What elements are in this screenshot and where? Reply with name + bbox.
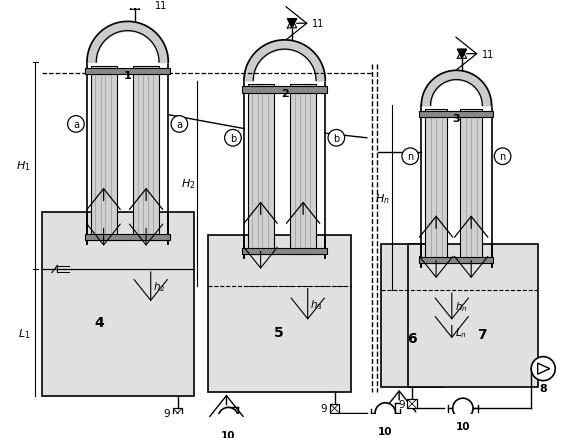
Text: n: n	[407, 152, 413, 162]
Polygon shape	[131, 1, 139, 11]
Text: $h_3$: $h_3$	[310, 297, 323, 311]
Circle shape	[225, 130, 241, 147]
Text: b: b	[333, 134, 339, 143]
Text: 1: 1	[123, 71, 132, 81]
Text: 9: 9	[163, 408, 170, 418]
Text: 5: 5	[274, 325, 284, 339]
Circle shape	[495, 148, 511, 165]
Text: n: n	[499, 152, 506, 162]
Bar	[173, 408, 182, 418]
Circle shape	[531, 357, 555, 381]
Text: b: b	[230, 134, 236, 143]
Bar	[242, 248, 327, 254]
Bar	[290, 85, 316, 254]
Bar	[242, 87, 327, 93]
Circle shape	[218, 407, 239, 428]
Polygon shape	[288, 20, 296, 29]
Circle shape	[402, 148, 419, 165]
Circle shape	[68, 117, 84, 133]
Text: $h_n$: $h_n$	[455, 299, 467, 313]
Bar	[91, 67, 116, 241]
Text: $H_n$: $H_n$	[375, 191, 390, 205]
Text: $L_n$: $L_n$	[455, 325, 466, 339]
Bar	[42, 212, 194, 396]
Polygon shape	[457, 50, 466, 59]
Text: $H_2$: $H_2$	[181, 177, 195, 191]
Text: a: a	[73, 120, 79, 130]
Text: 7: 7	[477, 327, 487, 341]
Polygon shape	[422, 71, 492, 106]
Text: 10: 10	[221, 430, 236, 438]
Polygon shape	[131, 1, 139, 11]
Bar	[85, 68, 170, 75]
Bar	[407, 399, 417, 408]
Text: 9: 9	[398, 399, 405, 409]
Polygon shape	[288, 20, 296, 29]
Bar	[419, 112, 493, 118]
Text: 8: 8	[539, 383, 547, 393]
Circle shape	[328, 130, 345, 147]
Bar	[248, 85, 273, 254]
Text: 3: 3	[453, 114, 460, 124]
Bar	[380, 244, 443, 387]
Text: $L_1$: $L_1$	[18, 326, 31, 340]
Bar	[419, 257, 493, 264]
Text: 11: 11	[482, 49, 495, 60]
Bar	[85, 234, 170, 241]
Bar	[208, 235, 351, 392]
Text: 10: 10	[378, 426, 393, 435]
Bar	[409, 244, 537, 387]
Text: 9: 9	[320, 403, 327, 413]
Text: 4: 4	[94, 316, 104, 330]
Circle shape	[171, 117, 188, 133]
Polygon shape	[87, 22, 168, 63]
Text: 11: 11	[312, 19, 325, 29]
Text: 6: 6	[407, 332, 417, 346]
Text: $H_1$: $H_1$	[16, 159, 31, 173]
Text: 10: 10	[456, 421, 470, 431]
Text: 11: 11	[155, 1, 168, 11]
Text: 2: 2	[280, 89, 289, 99]
Circle shape	[375, 403, 396, 423]
Bar	[330, 404, 339, 413]
Polygon shape	[244, 41, 325, 81]
Circle shape	[453, 398, 473, 419]
Polygon shape	[457, 50, 466, 59]
Text: a: a	[176, 120, 182, 130]
Bar	[425, 110, 447, 264]
Bar	[460, 110, 482, 264]
Text: $h_2$: $h_2$	[153, 280, 166, 294]
Bar	[133, 67, 159, 241]
